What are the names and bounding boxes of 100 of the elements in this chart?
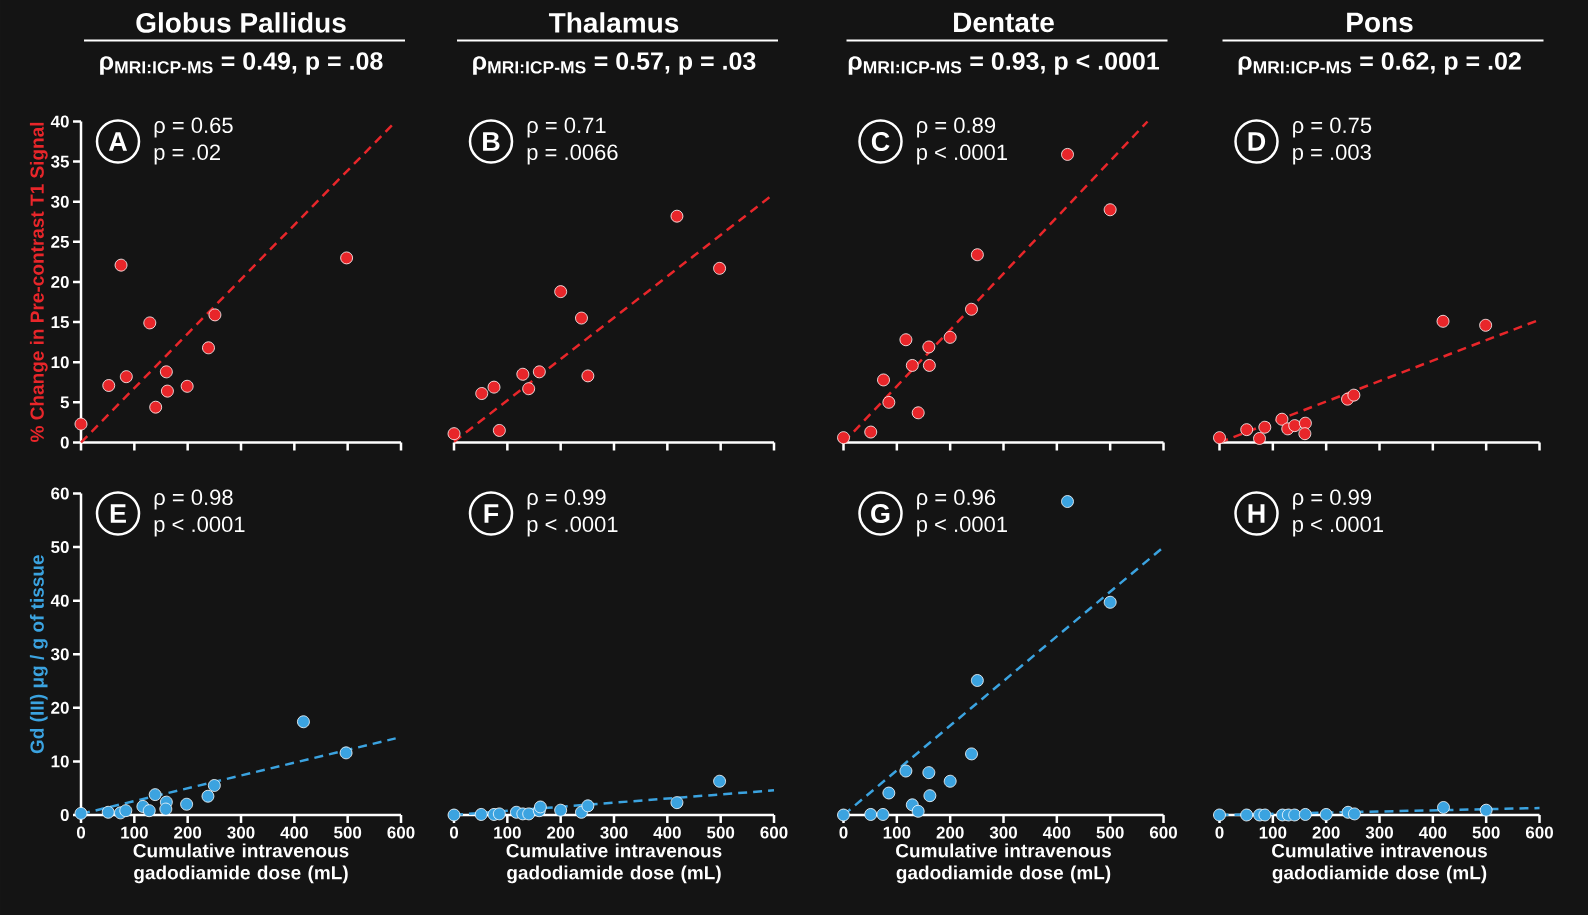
point — [143, 316, 157, 330]
x-tick-label: 400 — [1418, 826, 1447, 839]
point — [475, 387, 489, 400]
annotation: p < .0001 — [1293, 516, 1383, 537]
point — [1288, 808, 1302, 822]
annotation: A — [108, 132, 128, 151]
x-tick-label: 300 — [989, 826, 1017, 839]
annotation: p = .02 — [154, 144, 220, 165]
annotation: p = .003 — [1293, 144, 1371, 165]
point — [180, 379, 194, 393]
point — [208, 308, 222, 322]
point — [1436, 314, 1450, 328]
point — [522, 382, 536, 396]
x-tick-label: 600 — [1149, 826, 1177, 839]
y-tick-label: 35 — [50, 155, 70, 168]
point — [876, 808, 890, 821]
point — [877, 373, 890, 387]
point — [922, 340, 936, 354]
point — [447, 427, 461, 441]
point — [554, 803, 568, 817]
x-tick-label: 0 — [839, 826, 848, 839]
point — [575, 311, 588, 325]
chart-title: Thalamus — [548, 12, 679, 33]
point — [161, 384, 174, 398]
point — [1348, 807, 1361, 821]
point — [148, 788, 162, 802]
annotation: ρ = 0.89 — [917, 117, 996, 138]
annotation: E — [110, 504, 126, 523]
y-tick-label: 60 — [51, 487, 69, 500]
point — [943, 330, 957, 344]
x-tick-label: 400 — [1042, 826, 1071, 839]
x-tick-label: 200 — [936, 826, 964, 839]
x-axis-title: Cumulative intravenous gadodiamide dose (mL) — [1272, 843, 1487, 884]
annotation: p < .0001 — [527, 516, 618, 537]
x-axis-title: Cumulative intravenous gadodiamide dose (mL) — [896, 843, 1111, 884]
x-tick-label: 200 — [1312, 826, 1340, 839]
annotation: p = .0066 — [527, 144, 618, 165]
point — [159, 802, 173, 816]
point — [581, 369, 595, 383]
point — [970, 674, 984, 687]
point — [923, 789, 937, 803]
annotation: ρ = 0.71 — [527, 117, 606, 138]
y-tick-label: 10 — [51, 755, 69, 768]
point — [1288, 419, 1302, 433]
point — [713, 261, 727, 275]
x-tick-label: 500 — [707, 826, 735, 839]
point — [114, 258, 128, 272]
point — [297, 715, 310, 729]
x-tick-label: 100 — [883, 826, 911, 839]
chart-subtitle: ρ$_{MRI:ICP-MS}$ = 0.62, p = .02 — [1238, 52, 1521, 75]
point — [102, 379, 116, 392]
y-axis-title: % Change in Pre-contrast T1 Signal — [29, 122, 48, 442]
point — [159, 365, 173, 379]
point — [101, 805, 115, 819]
point — [882, 786, 896, 800]
point — [670, 209, 684, 223]
point — [119, 804, 133, 818]
chart-title: Dentate — [954, 12, 1054, 33]
point — [447, 808, 461, 822]
point — [492, 807, 506, 821]
x-tick-label: 600 — [760, 826, 788, 839]
point — [142, 804, 156, 818]
point — [837, 431, 850, 445]
point — [943, 774, 957, 788]
y-tick-label: 15 — [51, 316, 70, 329]
annotation: ρ = 0.99 — [527, 489, 606, 510]
point — [202, 341, 215, 355]
annotation: G — [871, 503, 890, 524]
point — [837, 808, 850, 822]
annotation: p < .0001 — [917, 516, 1007, 537]
point — [487, 380, 501, 394]
point — [180, 797, 194, 811]
annotation: H — [1248, 504, 1265, 523]
x-tick-label: 600 — [1525, 826, 1553, 839]
x-axis-title: Cumulative intravenous gadodiamide dose (mL) — [506, 843, 722, 884]
point — [1298, 416, 1312, 430]
x-tick-label: 0 — [76, 826, 86, 839]
point — [1479, 803, 1493, 817]
x-tick-label: 100 — [494, 826, 521, 839]
point — [1298, 808, 1312, 821]
point — [516, 367, 530, 381]
point — [1258, 420, 1272, 434]
point — [970, 248, 984, 262]
point — [1319, 808, 1333, 821]
y-tick-label: 20 — [51, 701, 69, 714]
y-tick-label: 0 — [60, 436, 69, 449]
y-tick-label: 25 — [51, 235, 70, 248]
annotation: ρ = 0.65 — [154, 117, 233, 138]
point — [339, 746, 353, 760]
annotation: p < .0001 — [917, 144, 1007, 165]
point — [1298, 427, 1312, 441]
point — [340, 251, 353, 265]
x-tick-label: 200 — [547, 826, 575, 839]
point — [922, 359, 936, 372]
point — [670, 796, 684, 810]
annotation: D — [1248, 132, 1266, 151]
chart-title: Pons — [1347, 12, 1413, 33]
annotation: ρ = 0.99 — [1293, 489, 1372, 510]
point — [74, 806, 88, 820]
x-axis-title: Cumulative intravenous gadodiamide dose (mL) — [133, 843, 349, 884]
